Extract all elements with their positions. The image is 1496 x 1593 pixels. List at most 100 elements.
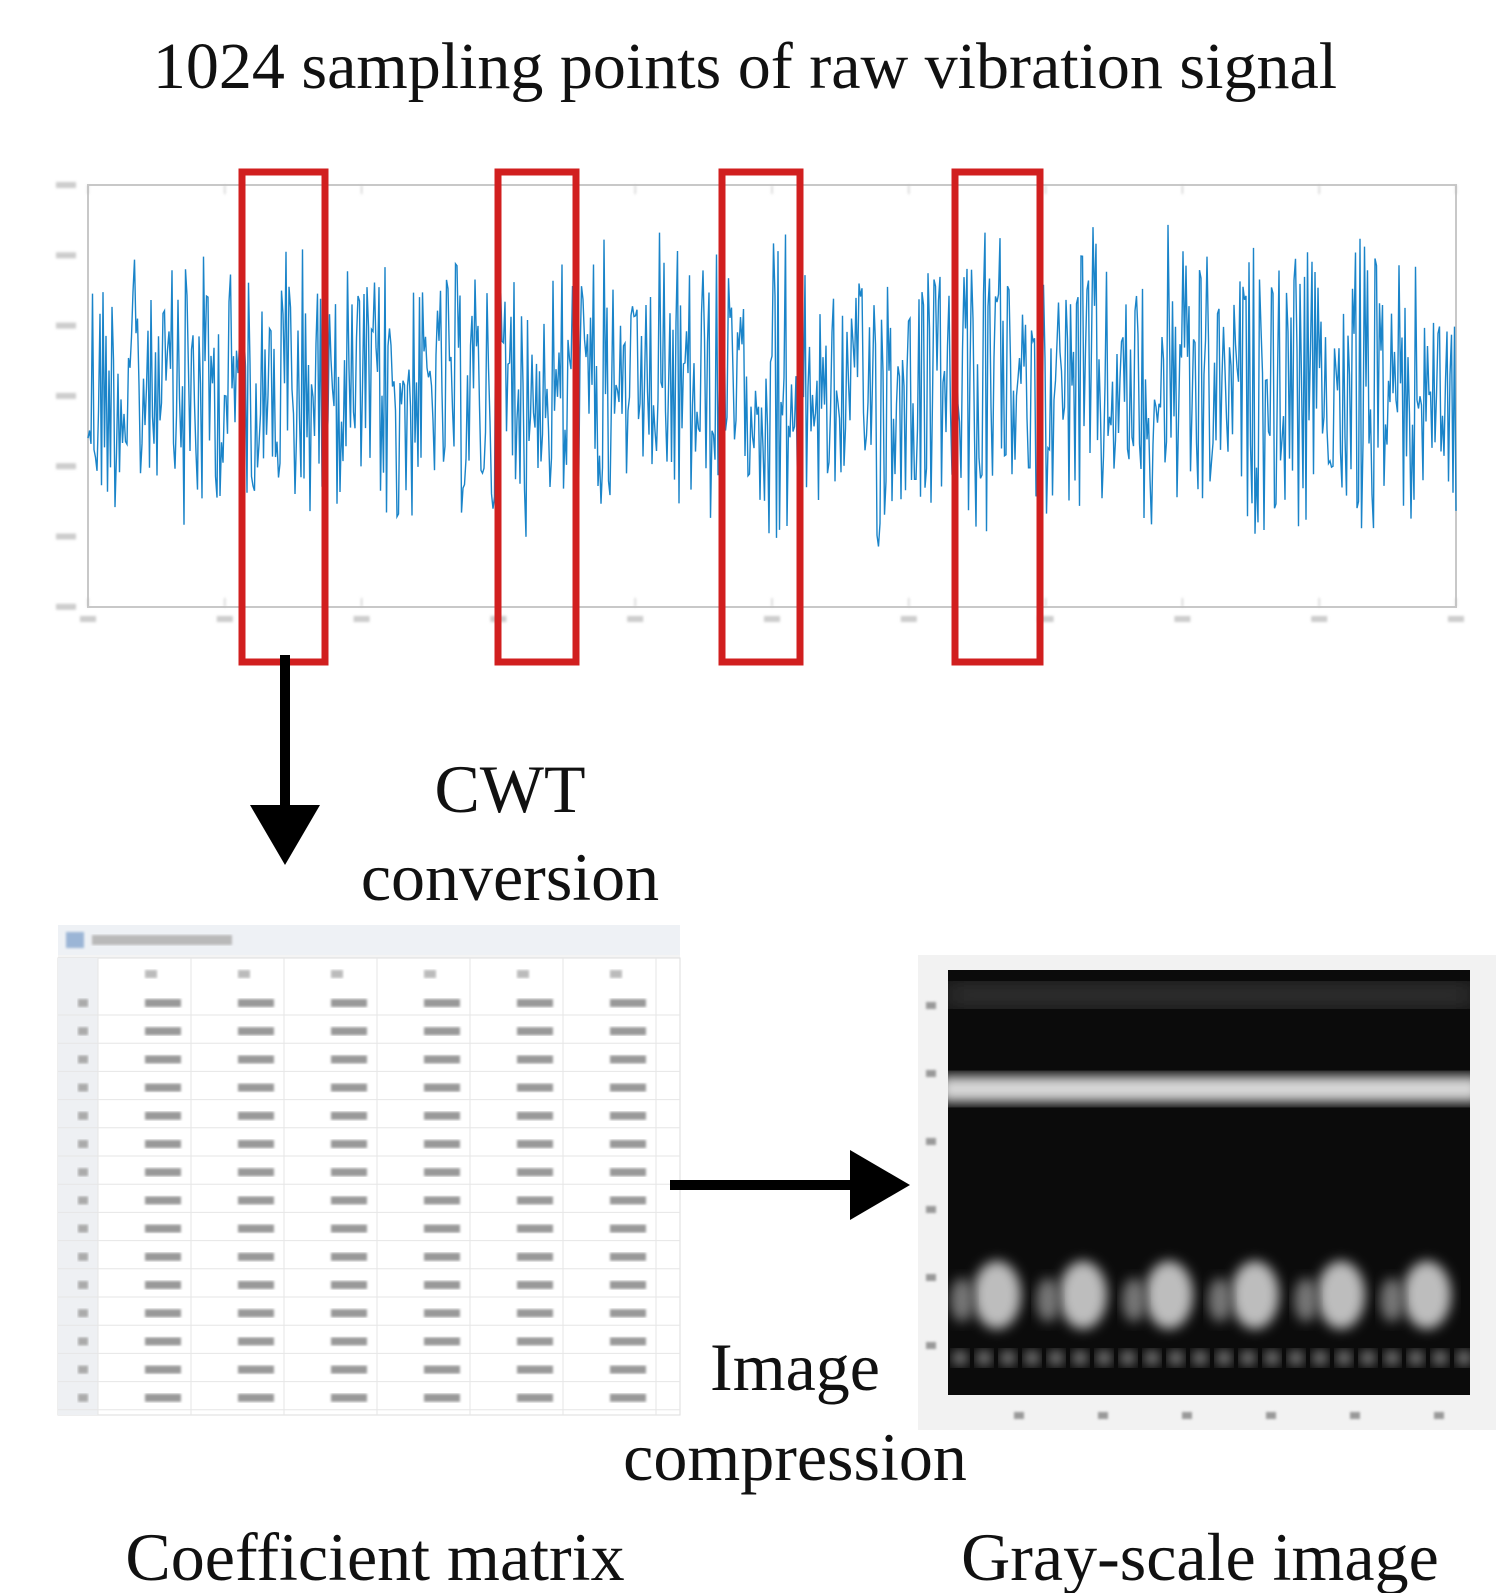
cell-blur bbox=[238, 1112, 274, 1120]
cell-blur bbox=[610, 1337, 646, 1345]
cell-blur bbox=[145, 1140, 181, 1148]
cell-blur bbox=[424, 1084, 460, 1092]
blob bbox=[1059, 1261, 1107, 1329]
blob bbox=[973, 1261, 1021, 1329]
blob bbox=[1231, 1261, 1279, 1329]
figure: 1024 sampling points of raw vibration si… bbox=[0, 0, 1496, 1593]
matrix-row-header bbox=[58, 958, 98, 1415]
cell-blur bbox=[424, 1168, 460, 1176]
cell-blur bbox=[517, 1055, 553, 1063]
blob bbox=[1380, 1278, 1404, 1322]
cell-blur bbox=[145, 999, 181, 1007]
col-header-blur bbox=[331, 970, 343, 978]
signal-plot bbox=[56, 182, 1464, 622]
cell-blur bbox=[238, 1281, 274, 1289]
tick-label-blur bbox=[1014, 1412, 1024, 1419]
step-label: Image bbox=[710, 1329, 880, 1405]
cell-blur bbox=[517, 1140, 553, 1148]
cell-blur bbox=[331, 1140, 367, 1148]
matrix-title-blur bbox=[92, 935, 232, 945]
row-index-blur bbox=[78, 1084, 88, 1092]
cell-blur bbox=[424, 1055, 460, 1063]
dot bbox=[1361, 1351, 1375, 1365]
cell-blur bbox=[331, 1253, 367, 1261]
row-index-blur bbox=[78, 1225, 88, 1233]
cell-blur bbox=[238, 1366, 274, 1374]
cell-blur bbox=[610, 1253, 646, 1261]
tick-label-blur bbox=[56, 463, 76, 469]
tick-label-blur bbox=[1448, 616, 1464, 622]
arrow-head bbox=[250, 805, 320, 865]
cell-blur bbox=[517, 999, 553, 1007]
col-header-blur bbox=[517, 970, 529, 978]
cell-blur bbox=[331, 1225, 367, 1233]
body: 1024 sampling points of raw vibration si… bbox=[0, 0, 1496, 1593]
tick-label-blur bbox=[56, 252, 76, 258]
cell-blur bbox=[424, 999, 460, 1007]
blob bbox=[1403, 1261, 1451, 1329]
cell-blur bbox=[145, 1309, 181, 1317]
cell-blur bbox=[238, 1309, 274, 1317]
dot bbox=[1073, 1351, 1087, 1365]
cell-blur bbox=[424, 1394, 460, 1402]
cell-blur bbox=[238, 1337, 274, 1345]
row-index-blur bbox=[78, 1112, 88, 1120]
cell-blur bbox=[145, 1253, 181, 1261]
cell-blur bbox=[610, 1112, 646, 1120]
cell-blur bbox=[424, 1337, 460, 1345]
cell-blur bbox=[238, 1168, 274, 1176]
cell-blur bbox=[517, 1309, 553, 1317]
row-index-blur bbox=[78, 1309, 88, 1317]
cell-blur bbox=[517, 1394, 553, 1402]
tick-label-blur bbox=[926, 1002, 936, 1009]
step-label: CWT bbox=[434, 751, 585, 827]
cell-blur bbox=[610, 1168, 646, 1176]
tick-label-blur bbox=[627, 616, 643, 622]
cell-blur bbox=[424, 1309, 460, 1317]
row-index-blur bbox=[78, 1366, 88, 1374]
tick-label-blur bbox=[1182, 1412, 1192, 1419]
dot bbox=[1217, 1351, 1231, 1365]
dot bbox=[1097, 1351, 1111, 1365]
cell-blur bbox=[610, 1366, 646, 1374]
cell-blur bbox=[517, 1337, 553, 1345]
cell-blur bbox=[331, 1112, 367, 1120]
image-band bbox=[940, 1076, 1480, 1102]
row-index-blur bbox=[78, 1281, 88, 1289]
dot bbox=[1289, 1351, 1303, 1365]
cell-blur bbox=[424, 1225, 460, 1233]
cell-blur bbox=[424, 1027, 460, 1035]
cell-blur bbox=[424, 1196, 460, 1204]
cell-blur bbox=[424, 1112, 460, 1120]
dot bbox=[1265, 1351, 1279, 1365]
blob bbox=[950, 1278, 974, 1322]
arrow-down bbox=[250, 655, 320, 865]
dot bbox=[1385, 1351, 1399, 1365]
cell-blur bbox=[517, 1366, 553, 1374]
tick-label-blur bbox=[926, 1274, 936, 1281]
cell-blur bbox=[610, 1140, 646, 1148]
cell-blur bbox=[238, 1196, 274, 1204]
cell-blur bbox=[610, 1394, 646, 1402]
cell-blur bbox=[331, 1337, 367, 1345]
dot bbox=[1049, 1351, 1063, 1365]
dot bbox=[1193, 1351, 1207, 1365]
tick-label-blur bbox=[1174, 616, 1190, 622]
row-index-blur bbox=[78, 1253, 88, 1261]
cell-blur bbox=[517, 1196, 553, 1204]
dot bbox=[1001, 1351, 1015, 1365]
cell-blur bbox=[331, 1196, 367, 1204]
dot bbox=[1169, 1351, 1183, 1365]
col-header-blur bbox=[610, 970, 622, 978]
plot-frame bbox=[88, 185, 1456, 607]
cell-blur bbox=[145, 1196, 181, 1204]
cell-blur bbox=[517, 1084, 553, 1092]
cell-blur bbox=[610, 1084, 646, 1092]
cell-blur bbox=[238, 1225, 274, 1233]
cell-blur bbox=[517, 1225, 553, 1233]
panel-caption: Coefficient matrix bbox=[125, 1519, 624, 1593]
cell-blur bbox=[424, 1366, 460, 1374]
row-index-blur bbox=[78, 1168, 88, 1176]
cell-blur bbox=[424, 1253, 460, 1261]
tick-label-blur bbox=[1311, 616, 1327, 622]
